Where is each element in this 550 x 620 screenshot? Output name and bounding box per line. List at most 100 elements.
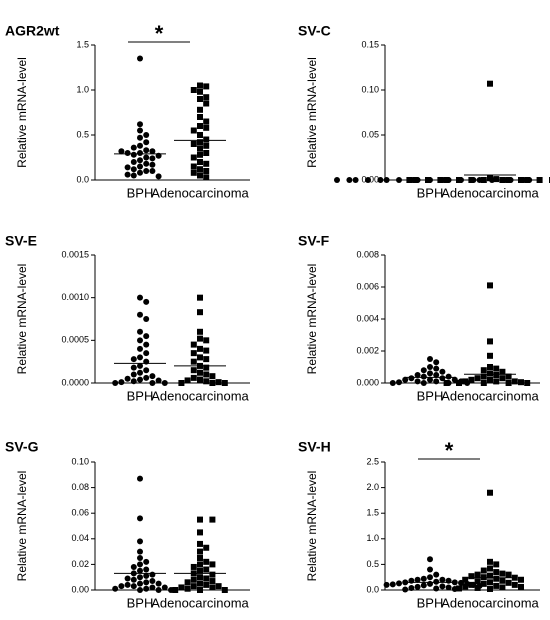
data-point <box>487 338 493 345</box>
data-point <box>190 169 197 176</box>
data-point <box>112 585 119 592</box>
data-point <box>130 144 137 151</box>
data-point <box>137 169 143 176</box>
data-point <box>197 123 203 129</box>
data-point <box>143 572 150 579</box>
y-tick-label: 1.5 <box>76 39 89 49</box>
data-point <box>511 581 518 588</box>
significance-label: * <box>155 21 164 46</box>
data-point <box>427 370 433 377</box>
data-point <box>137 574 143 581</box>
data-point <box>130 371 137 378</box>
y-tick-label: 0.004 <box>356 313 379 323</box>
data-point <box>505 571 512 578</box>
y-tick-label: 0.0000 <box>61 377 89 387</box>
data-point <box>137 580 143 587</box>
data-point <box>190 374 197 381</box>
data-point <box>203 124 210 131</box>
data-point <box>456 380 462 386</box>
data-point <box>493 575 500 582</box>
data-point <box>499 570 506 577</box>
data-point <box>221 380 228 386</box>
y-tick-label: 1.0 <box>366 533 379 543</box>
y-axis-label: Relative mRNA-level <box>305 57 319 168</box>
data-point <box>184 579 191 586</box>
data-point <box>203 581 210 588</box>
data-point <box>511 378 518 385</box>
data-point <box>487 489 493 496</box>
data-point <box>439 583 446 590</box>
data-point <box>143 132 150 138</box>
panel-title: SV-H <box>298 439 331 455</box>
x-tick-label: BPH <box>417 595 444 610</box>
data-point <box>149 168 156 174</box>
data-point <box>505 579 512 586</box>
data-point <box>137 362 143 369</box>
panel-title: SV-G <box>5 439 39 455</box>
data-point <box>190 87 197 93</box>
data-point <box>197 114 203 120</box>
data-point <box>197 82 203 89</box>
y-tick-label: 2.5 <box>366 456 379 466</box>
data-point <box>499 368 506 375</box>
data-point <box>474 571 481 578</box>
data-point <box>427 580 433 587</box>
x-tick-label: Adenocarcinoma <box>151 595 249 610</box>
data-point <box>137 475 143 482</box>
data-point <box>137 369 143 376</box>
data-point <box>468 573 475 580</box>
data-point <box>493 365 500 372</box>
x-tick-label: Adenocarcinoma <box>441 595 539 610</box>
data-point <box>137 354 143 361</box>
data-point <box>420 582 427 589</box>
data-point <box>203 575 210 582</box>
data-point <box>468 376 475 383</box>
data-point <box>143 341 150 348</box>
data-point <box>137 134 143 141</box>
data-point <box>130 151 137 158</box>
data-point <box>414 583 421 590</box>
data-point <box>143 298 150 305</box>
data-point <box>190 350 197 357</box>
panel-title: SV-E <box>5 233 37 249</box>
data-point <box>137 345 143 352</box>
data-point <box>137 555 143 561</box>
data-point <box>149 380 156 386</box>
x-tick-label: BPH <box>127 595 154 610</box>
data-point <box>414 378 421 385</box>
data-point <box>439 375 446 382</box>
data-point <box>137 376 143 383</box>
data-point <box>518 576 524 583</box>
data-point <box>480 367 487 374</box>
data-point <box>518 177 524 183</box>
data-point <box>143 333 150 340</box>
data-point <box>493 561 500 568</box>
data-point <box>487 572 493 579</box>
data-point <box>209 561 216 568</box>
data-point <box>420 575 427 582</box>
data-point <box>524 177 531 183</box>
x-tick-label: Adenocarcinoma <box>151 185 249 200</box>
data-point <box>149 373 156 380</box>
data-point <box>437 177 444 183</box>
data-point <box>443 177 450 183</box>
data-point <box>518 379 524 386</box>
y-tick-label: 0.0010 <box>61 292 89 302</box>
data-point <box>155 587 162 593</box>
data-point <box>190 163 197 170</box>
data-point <box>493 372 500 378</box>
data-point <box>197 145 203 152</box>
data-point <box>524 380 531 386</box>
significance-label: * <box>445 438 454 463</box>
data-point <box>518 583 524 590</box>
data-point <box>197 548 203 555</box>
data-point <box>197 345 203 352</box>
y-tick-label: 0.008 <box>356 249 379 259</box>
data-point <box>137 337 143 344</box>
data-point <box>203 136 210 143</box>
data-point <box>499 584 506 591</box>
data-point <box>427 556 433 563</box>
data-point <box>427 574 433 581</box>
data-point <box>130 172 137 179</box>
data-point <box>130 378 137 385</box>
